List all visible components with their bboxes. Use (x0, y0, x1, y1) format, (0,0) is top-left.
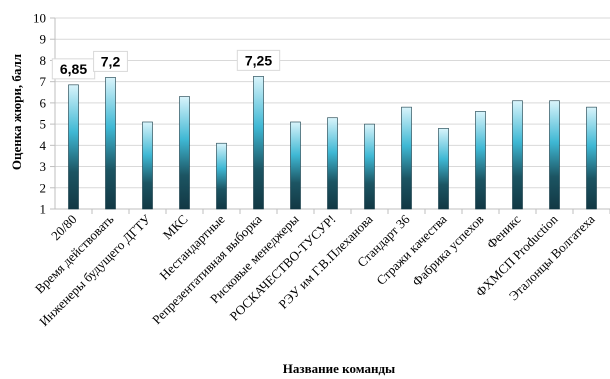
bar (512, 100, 523, 210)
bar (290, 121, 301, 210)
bar (179, 96, 190, 210)
data-label-box (93, 50, 128, 72)
bars (68, 76, 597, 210)
y-tick-label: 1 (40, 202, 47, 217)
y-tick-label: 8 (40, 53, 47, 68)
data-label: 7,25 (236, 49, 281, 71)
y-tick-label: 6 (40, 95, 47, 110)
data-label-text: 6,85 (60, 61, 87, 77)
bar (401, 106, 412, 210)
data-label-box (236, 49, 281, 71)
bar (586, 106, 597, 210)
bar (327, 117, 338, 210)
x-tick-label: МКС (160, 212, 191, 243)
bar (475, 111, 486, 210)
bar (253, 76, 264, 210)
bar (216, 142, 227, 210)
y-tick-label: 4 (40, 138, 47, 153)
data-labels: 6,85 7,2 7,25 (51, 49, 281, 80)
bar (438, 128, 449, 210)
y-tick-label: 9 (40, 32, 47, 47)
y-axis-title: Оценка жюри, балл (9, 54, 24, 170)
data-label-text: 7,2 (101, 53, 121, 69)
data-label-text: 7,25 (245, 52, 272, 68)
y-tick-label: 2 (40, 180, 47, 195)
bar (549, 100, 560, 210)
x-tick-label: Нестандартные (156, 211, 227, 282)
y-tick-labels: 1 2 3 4 5 6 7 8 9 10 (33, 11, 47, 217)
data-label: 7,2 (93, 50, 128, 72)
bar (68, 84, 79, 210)
bar (364, 123, 375, 210)
y-tick-label: 3 (40, 159, 47, 174)
data-label: 6,85 (51, 58, 96, 80)
y-tick-label: 5 (40, 117, 47, 132)
bar (142, 121, 153, 210)
y-tick-label: 10 (33, 11, 46, 26)
bar (105, 77, 116, 210)
x-axis-title: Название команды (283, 361, 395, 376)
y-tick-label: 7 (40, 74, 47, 89)
x-tick-label: 20/80 (48, 212, 80, 244)
